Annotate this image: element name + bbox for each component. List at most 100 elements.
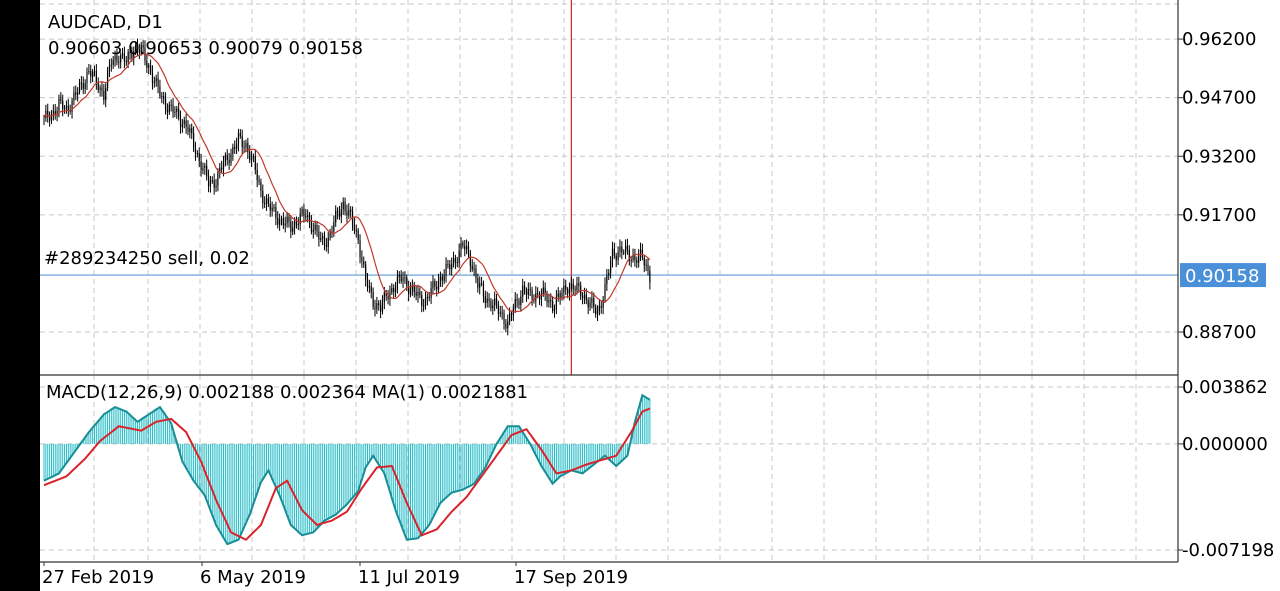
macd-panel[interactable]: MACD(12,26,9) 0.002188 0.002364 MA(1) 0.… — [40, 375, 1274, 562]
candle-body — [529, 289, 531, 291]
candle-body — [179, 117, 182, 128]
candle-body — [467, 246, 470, 254]
date-tick-label: 11 Jul 2019 — [358, 567, 460, 588]
candle-body — [193, 133, 195, 148]
candle-body — [221, 167, 223, 170]
candle-body — [537, 293, 539, 295]
candle-body — [494, 298, 496, 306]
candle-body — [52, 110, 54, 114]
candle-body — [518, 300, 520, 306]
candle-body — [466, 246, 468, 250]
candle-body — [135, 45, 137, 51]
candle-body — [97, 82, 99, 91]
candle-body — [325, 244, 327, 247]
candle-body — [572, 283, 574, 290]
candle-body — [643, 257, 645, 266]
candle-body — [299, 213, 301, 225]
candles — [43, 38, 651, 336]
candle-body — [280, 218, 283, 220]
candle-body — [428, 296, 430, 298]
candle-body — [260, 182, 262, 191]
candle-body — [194, 147, 197, 154]
candle-body — [333, 222, 335, 232]
candle-body — [172, 104, 174, 113]
candle-body — [78, 82, 81, 92]
candle-body — [482, 283, 485, 296]
candle-body — [340, 209, 342, 217]
candle-body — [445, 264, 447, 276]
candle-body — [363, 261, 365, 265]
candle-body — [355, 230, 357, 232]
candle-body — [501, 312, 503, 314]
candle-body — [617, 251, 619, 261]
macd-label: MACD(12,26,9) 0.002188 0.002364 MA(1) 0.… — [46, 382, 528, 403]
candle-body — [202, 167, 204, 171]
candle-body — [595, 306, 597, 315]
candle-body — [335, 210, 337, 223]
candle-body — [503, 313, 505, 324]
candle-body — [479, 283, 481, 288]
date-tick-label: 27 Feb 2019 — [42, 567, 154, 588]
candle-body — [191, 128, 193, 134]
macd-signal-line — [43, 407, 651, 541]
price-axis-ticks: 0.96200 0.94700 0.93200 0.91700 0.88700 — [1178, 29, 1256, 343]
candle-body — [475, 268, 477, 279]
main-panel-bg — [40, 0, 1178, 375]
candle-body — [84, 83, 86, 89]
candle-body — [460, 242, 462, 251]
candle-body — [374, 306, 376, 310]
left-edge-bar — [0, 0, 40, 591]
candle-body — [136, 45, 139, 51]
candle-body — [443, 275, 445, 281]
candle-body — [415, 292, 417, 296]
candle-body — [103, 90, 105, 101]
candle-body — [50, 113, 53, 121]
candle-body — [138, 50, 140, 53]
candle-body — [247, 143, 249, 153]
candle-body — [510, 313, 513, 315]
candle-body — [368, 286, 370, 288]
candle-body — [398, 274, 400, 277]
candle-body — [492, 305, 494, 309]
candle-body — [131, 53, 133, 59]
candle-body — [271, 207, 273, 211]
candle-body — [600, 305, 602, 308]
candle-body — [338, 212, 341, 217]
candle-body — [581, 296, 584, 299]
candle-body — [93, 71, 96, 73]
candle-body — [583, 294, 586, 299]
candle-body — [250, 156, 253, 161]
candle-body — [552, 301, 554, 311]
candle-body — [314, 224, 316, 230]
candle-body — [185, 120, 187, 127]
candle-body — [568, 288, 571, 294]
candle-body — [514, 299, 516, 310]
candle-body — [297, 224, 299, 226]
candle-body — [211, 180, 213, 182]
candle-body — [359, 240, 361, 258]
candle-body — [54, 110, 56, 116]
current-price-tag-bg — [1180, 263, 1266, 288]
candle-body — [166, 109, 169, 113]
candle-body — [365, 264, 367, 280]
candle-body — [381, 302, 384, 312]
candle-body — [535, 293, 537, 301]
candle-body — [95, 71, 97, 83]
candle-body — [116, 55, 118, 62]
candle-body — [522, 285, 524, 297]
candle-body — [226, 154, 228, 161]
candle-body — [531, 290, 533, 300]
candle-body — [486, 298, 488, 303]
candle-body — [469, 253, 471, 266]
candle-body — [178, 108, 180, 118]
candle-body — [353, 224, 356, 231]
candle-body — [424, 298, 427, 306]
candle-body — [258, 180, 260, 183]
candle-body — [540, 294, 543, 300]
candle-body — [630, 260, 632, 262]
candle-body — [118, 61, 120, 63]
trade-label[interactable]: #289234250 sell, 0.02 — [44, 248, 250, 269]
main-panel[interactable]: AUDCAD, D1 0.90603 0.90653 0.90079 0.901… — [40, 0, 1266, 375]
candle-body — [394, 288, 397, 293]
